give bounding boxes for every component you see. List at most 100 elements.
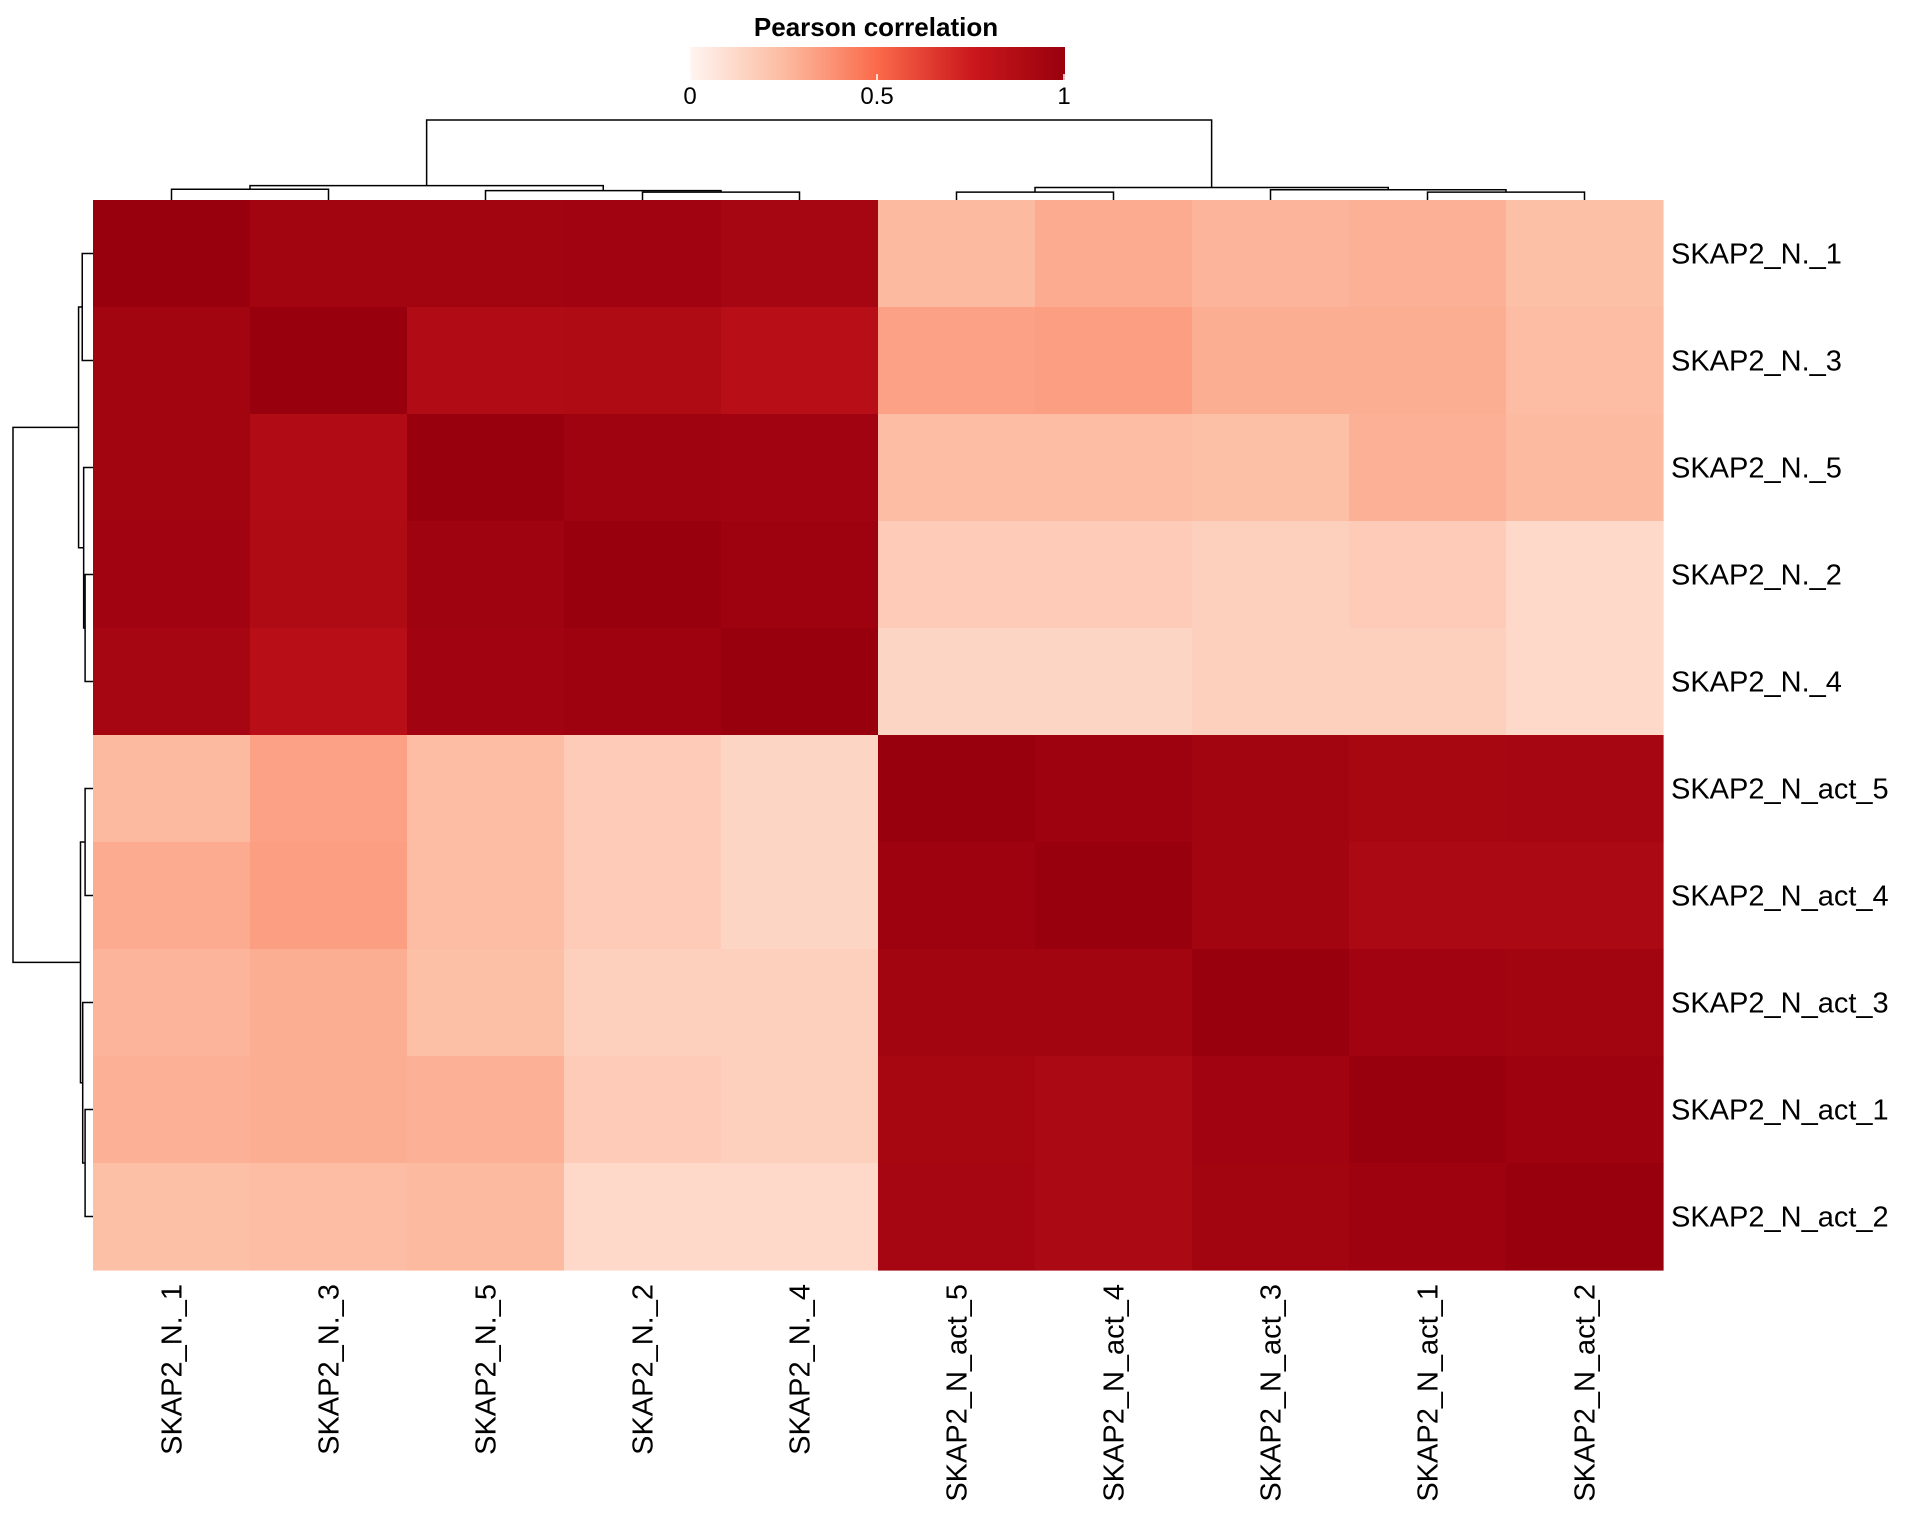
heatmap-cell bbox=[1349, 521, 1507, 629]
heatmap-cell bbox=[878, 414, 1036, 522]
heatmap-cell bbox=[93, 307, 251, 415]
column-label: SKAP2_N_act_1 bbox=[1413, 1284, 1445, 1502]
column-label: SKAP2_N_act_5 bbox=[942, 1284, 974, 1502]
heatmap-cell bbox=[93, 414, 251, 522]
legend-title: Pearson correlation bbox=[754, 12, 998, 42]
heatmap-cell bbox=[407, 200, 565, 308]
row-label: SKAP2_N_act_3 bbox=[1671, 988, 1889, 1020]
heatmap-cell bbox=[878, 200, 1036, 308]
heatmap-cell bbox=[721, 307, 879, 415]
heatmap-cell bbox=[721, 1163, 879, 1271]
dendrogram-branch bbox=[84, 1108, 93, 1218]
row-label: SKAP2_N._1 bbox=[1671, 239, 1842, 271]
heatmap-cell bbox=[564, 307, 722, 415]
heatmap-cell bbox=[721, 521, 879, 629]
heatmap-cell bbox=[1349, 628, 1507, 736]
heatmap-cell bbox=[250, 842, 408, 950]
heatmap-cell bbox=[407, 1056, 565, 1164]
heatmap-cell bbox=[1349, 735, 1507, 843]
heatmap-cell bbox=[1035, 842, 1193, 950]
heatmap-cell bbox=[1349, 414, 1507, 522]
heatmap-cell bbox=[93, 1163, 251, 1271]
heatmap-cell bbox=[721, 735, 879, 843]
heatmap-cell bbox=[1349, 949, 1507, 1057]
heatmap-cell bbox=[1506, 200, 1664, 308]
heatmap-cell bbox=[407, 949, 565, 1057]
heatmap-cell bbox=[1035, 1056, 1193, 1164]
heatmap-cell bbox=[1349, 1163, 1507, 1271]
heatmap-cell bbox=[878, 842, 1036, 950]
heatmap-cell bbox=[1192, 200, 1350, 308]
heatmap-cell bbox=[564, 200, 722, 308]
heatmap-cell bbox=[1349, 307, 1507, 415]
dendrogram-branch bbox=[170, 188, 330, 200]
dendrogram-branch bbox=[1426, 191, 1586, 200]
heatmap-cell bbox=[1192, 307, 1350, 415]
heatmap-cell bbox=[1506, 307, 1664, 415]
dendrogram-branch bbox=[425, 119, 1213, 188]
heatmap-cell bbox=[1192, 735, 1350, 843]
heatmap-cell bbox=[93, 735, 251, 843]
column-label: SKAP2_N_act_2 bbox=[1570, 1284, 1602, 1502]
dendrogram-branch bbox=[81, 1001, 93, 1164]
color-legend: Pearson correlation 0 0.5 1 bbox=[683, 12, 1070, 110]
column-label: SKAP2_N_act_3 bbox=[1256, 1284, 1288, 1502]
heatmap-cell bbox=[407, 1163, 565, 1271]
heatmap-cell bbox=[1035, 735, 1193, 843]
heatmap-cell bbox=[721, 200, 879, 308]
legend-tick-label: 0.5 bbox=[860, 83, 893, 110]
column-label: SKAP2_N._2 bbox=[628, 1284, 660, 1455]
heatmap-cell bbox=[1035, 200, 1193, 308]
heatmap-cell bbox=[250, 1056, 408, 1164]
heatmap-cell bbox=[1035, 628, 1193, 736]
dendrogram-branch bbox=[1269, 188, 1507, 200]
heatmap-cell bbox=[878, 1163, 1036, 1271]
row-label: SKAP2_N._2 bbox=[1671, 560, 1842, 592]
row-dendrogram bbox=[12, 252, 93, 1218]
heatmap-cell bbox=[721, 628, 879, 736]
heatmap-cell bbox=[1349, 200, 1507, 308]
heatmap-cell bbox=[564, 628, 722, 736]
heatmap-cells bbox=[93, 200, 1664, 1271]
heatmap-cell bbox=[721, 842, 879, 950]
heatmap-cell bbox=[1035, 414, 1193, 522]
dendrogram-branch bbox=[955, 191, 1115, 200]
row-label: SKAP2_N_act_4 bbox=[1671, 881, 1889, 913]
heatmap-cell bbox=[1035, 1163, 1193, 1271]
heatmap-cell bbox=[878, 949, 1036, 1057]
heatmap-cell bbox=[250, 949, 408, 1057]
heatmap-cell bbox=[564, 414, 722, 522]
heatmap-cell bbox=[878, 735, 1036, 843]
row-label: SKAP2_N._4 bbox=[1671, 667, 1842, 699]
heatmap-cell bbox=[1192, 1056, 1350, 1164]
heatmap-cell bbox=[250, 735, 408, 843]
row-label: SKAP2_N._3 bbox=[1671, 346, 1842, 378]
heatmap-cell bbox=[1192, 521, 1350, 629]
heatmap-cell bbox=[1506, 842, 1664, 950]
heatmap-cell bbox=[564, 1056, 722, 1164]
heatmap-cell bbox=[564, 521, 722, 629]
heatmap-cell bbox=[93, 628, 251, 736]
heatmap-cell bbox=[250, 307, 408, 415]
heatmap-cell bbox=[721, 949, 879, 1057]
heatmap-cell bbox=[407, 521, 565, 629]
heatmap-cell bbox=[564, 949, 722, 1057]
heatmap-cell bbox=[1035, 307, 1193, 415]
heatmap-cell bbox=[250, 1163, 408, 1271]
heatmap-cell bbox=[564, 842, 722, 950]
dendrogram-branch bbox=[84, 787, 93, 897]
heatmap-cell bbox=[250, 521, 408, 629]
row-label: SKAP2_N_act_1 bbox=[1671, 1095, 1889, 1127]
heatmap-cell bbox=[1506, 414, 1664, 522]
heatmap-cell bbox=[407, 414, 565, 522]
heatmap-cell bbox=[1192, 414, 1350, 522]
heatmap-cell bbox=[1506, 1163, 1664, 1271]
heatmap-cell bbox=[1035, 521, 1193, 629]
heatmap-cell bbox=[1506, 1056, 1664, 1164]
heatmap-cell bbox=[407, 842, 565, 950]
dendrogram-branch bbox=[12, 426, 81, 964]
heatmap-cell bbox=[93, 521, 251, 629]
heatmap-cell bbox=[1192, 842, 1350, 950]
heatmap-cell bbox=[1506, 521, 1664, 629]
